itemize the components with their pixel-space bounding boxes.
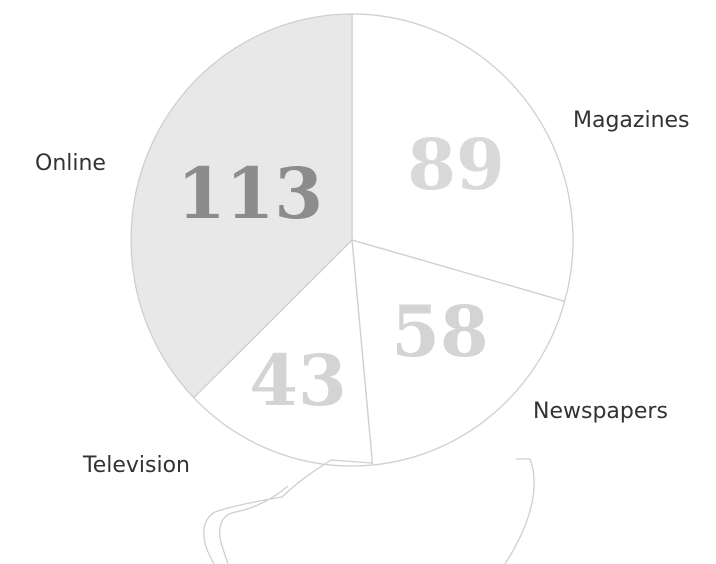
pie-slice-television <box>192 238 374 467</box>
pie-slice-newspapers <box>351 239 566 466</box>
category-label-magazines: Magazines <box>573 108 690 133</box>
value-label-magazines: 89 <box>407 123 504 206</box>
pie-slice-magazines <box>351 13 574 303</box>
category-label-television: Television <box>82 453 190 478</box>
q-tail-decoration <box>203 458 535 564</box>
value-label-newspapers: 58 <box>391 290 488 373</box>
category-label-newspapers: Newspapers <box>533 399 668 424</box>
pie-slice-online <box>130 13 353 399</box>
category-label-online: Online <box>35 151 106 176</box>
value-label-online: 113 <box>177 152 323 235</box>
value-label-television: 43 <box>249 339 346 422</box>
pie-slices <box>130 13 574 467</box>
